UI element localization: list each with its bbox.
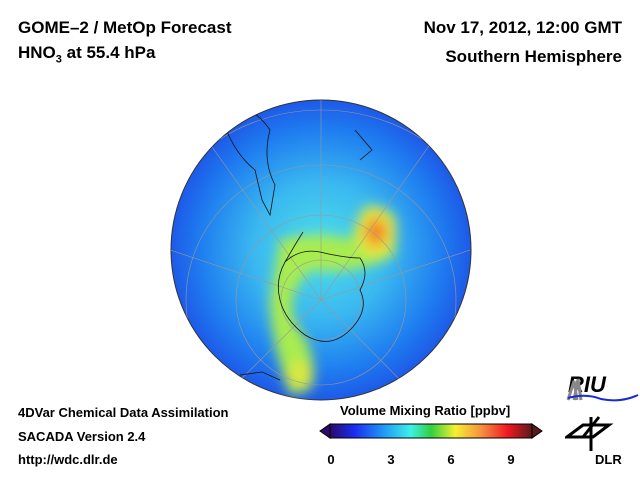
species-subscript: 3 (55, 53, 62, 66)
colorbar-tick: 6 (447, 452, 455, 467)
colorbar (319, 423, 543, 439)
dlr-logo-icon (565, 416, 614, 451)
region-label: Southern Hemisphere (445, 47, 622, 66)
footer-line-1: 4DVar Chemical Data Assimilation (18, 405, 229, 420)
product-title: GOME–2 / MetOp Forecast (18, 18, 232, 37)
colorbar-min-arrow (319, 423, 331, 439)
colorbar-title: Volume Mixing Ratio [ppbv] (340, 403, 511, 418)
riu-logo-graphic (566, 378, 639, 402)
colorbar-gradient (329, 423, 533, 439)
dlr-logo-text: DLR (595, 452, 622, 467)
colorbar-max-arrow (531, 423, 543, 439)
colorbar-tick: 3 (387, 452, 395, 467)
species: HNO (18, 43, 56, 62)
pressure-level: at 55.4 hPa (61, 43, 156, 62)
footer-url: http://wdc.dlr.de (18, 452, 118, 467)
footer-line-2: SACADA Version 2.4 (18, 429, 146, 444)
species-level: HNO3 at 55.4 hPa (18, 43, 155, 65)
forecast-date: Nov 17, 2012, 12:00 GMT (423, 18, 622, 37)
colorbar-tick: 9 (507, 452, 515, 467)
colorbar-tick: 0 (327, 452, 335, 467)
